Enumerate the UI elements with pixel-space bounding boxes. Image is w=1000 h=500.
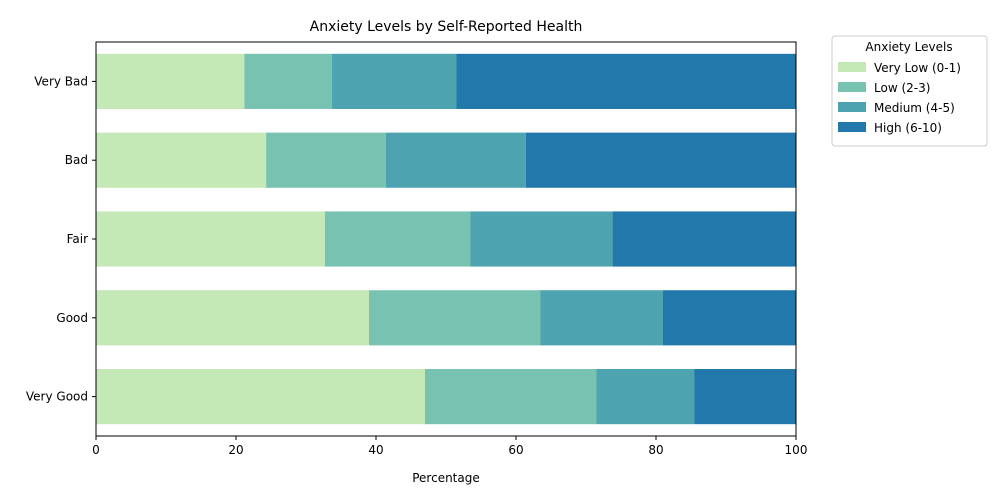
legend-title: Anxiety Levels bbox=[865, 40, 952, 54]
legend-frame bbox=[831, 35, 988, 147]
bars-group bbox=[96, 53, 796, 425]
bar-segment bbox=[324, 211, 471, 267]
bar-segment bbox=[96, 369, 425, 425]
legend-label: Medium (4-5) bbox=[874, 101, 955, 115]
x-tick-label: 60 bbox=[508, 443, 523, 457]
bar-segment bbox=[369, 290, 541, 346]
y-tick-label: Very Bad bbox=[34, 74, 88, 88]
x-axis-label: Percentage bbox=[412, 471, 480, 485]
bar-segment bbox=[425, 369, 597, 425]
bar-segment bbox=[96, 132, 267, 188]
legend-swatch bbox=[838, 102, 866, 112]
bar-segment bbox=[385, 132, 526, 188]
legend-items: Very Low (0-1) Low (2-3) Medium (4-5) High … bbox=[838, 61, 961, 135]
legend-swatch bbox=[838, 122, 866, 132]
y-tick-label: Bad bbox=[65, 153, 88, 167]
chart-title: Anxiety Levels by Self-Reported Health bbox=[310, 19, 583, 35]
x-tick-label: 20 bbox=[228, 443, 243, 457]
bar-segment bbox=[244, 53, 332, 109]
legend-swatch bbox=[838, 82, 866, 92]
bar-segment bbox=[525, 132, 796, 188]
bar-segment bbox=[266, 132, 386, 188]
legend-swatch bbox=[838, 62, 866, 72]
bar-segment bbox=[456, 53, 796, 109]
y-tick-label: Good bbox=[56, 311, 88, 325]
y-tick-label: Fair bbox=[67, 232, 88, 246]
bar-segment bbox=[96, 211, 325, 267]
legend-label: Very Low (0-1) bbox=[874, 61, 961, 75]
x-tick-label: 80 bbox=[648, 443, 663, 457]
plot-frame bbox=[95, 41, 797, 437]
bar-segment bbox=[96, 53, 245, 109]
bar-segment bbox=[331, 53, 457, 109]
bar-segment bbox=[470, 211, 613, 267]
x-tick-label: 100 bbox=[785, 443, 808, 457]
legend-label: Low (2-3) bbox=[874, 81, 930, 95]
bar-segment bbox=[96, 290, 369, 346]
bar-segment bbox=[663, 290, 796, 346]
legend: Anxiety Levels Very Low (0-1) Low (2-3) Me… bbox=[831, 35, 988, 147]
x-tick-label: 40 bbox=[368, 443, 383, 457]
x-tick-label: 0 bbox=[92, 443, 100, 457]
y-axis-ticks: Very Bad Bad Fair Good Very Good bbox=[26, 74, 96, 404]
bar-segment bbox=[612, 211, 796, 267]
legend-label: High (6-10) bbox=[874, 121, 942, 135]
y-tick-label: Very Good bbox=[26, 390, 88, 404]
bar-segment bbox=[694, 369, 796, 425]
x-axis-ticks: 0 20 40 60 80 100 bbox=[92, 436, 807, 457]
bar-segment bbox=[540, 290, 663, 346]
bar-segment bbox=[596, 369, 695, 425]
